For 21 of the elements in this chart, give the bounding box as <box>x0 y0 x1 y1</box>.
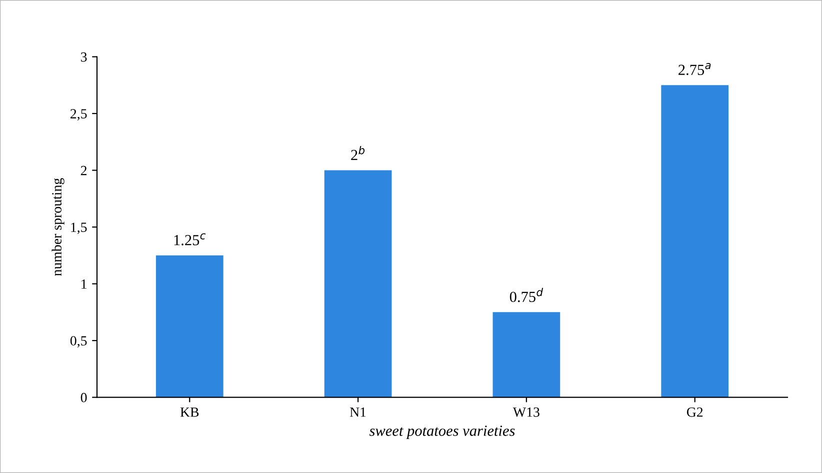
data-label: 1.25$^{c}$ <box>174 233 206 246</box>
y-tick-label: 3 <box>80 52 87 62</box>
y-tick-label: 2,5 <box>70 109 87 120</box>
y-tick-label: 0,5 <box>70 336 87 348</box>
data-label: 2$^{b}$ <box>351 146 365 160</box>
bar <box>492 312 560 398</box>
x-tick-label: KB <box>180 408 199 417</box>
bar <box>156 255 224 398</box>
y-tick-label: 1,5 <box>71 222 87 234</box>
data-label: 0.75$^{d}$ <box>510 288 544 302</box>
y-tick-label: 2 <box>80 166 87 176</box>
y-tick-label: 0 <box>80 392 87 402</box>
x-tick-label: G2 <box>686 407 703 417</box>
y-axis-title: number sprouting <box>52 178 64 276</box>
x-tick-label: N1 <box>350 408 366 417</box>
x-axis-title: sweet potatoes varieties <box>369 426 515 440</box>
y-tick-label: 1 <box>82 279 86 289</box>
bar <box>324 170 392 398</box>
data-label: 2.75$^{a}$ <box>678 63 711 76</box>
bar <box>661 85 729 398</box>
x-tick-label: W13 <box>512 407 540 417</box>
